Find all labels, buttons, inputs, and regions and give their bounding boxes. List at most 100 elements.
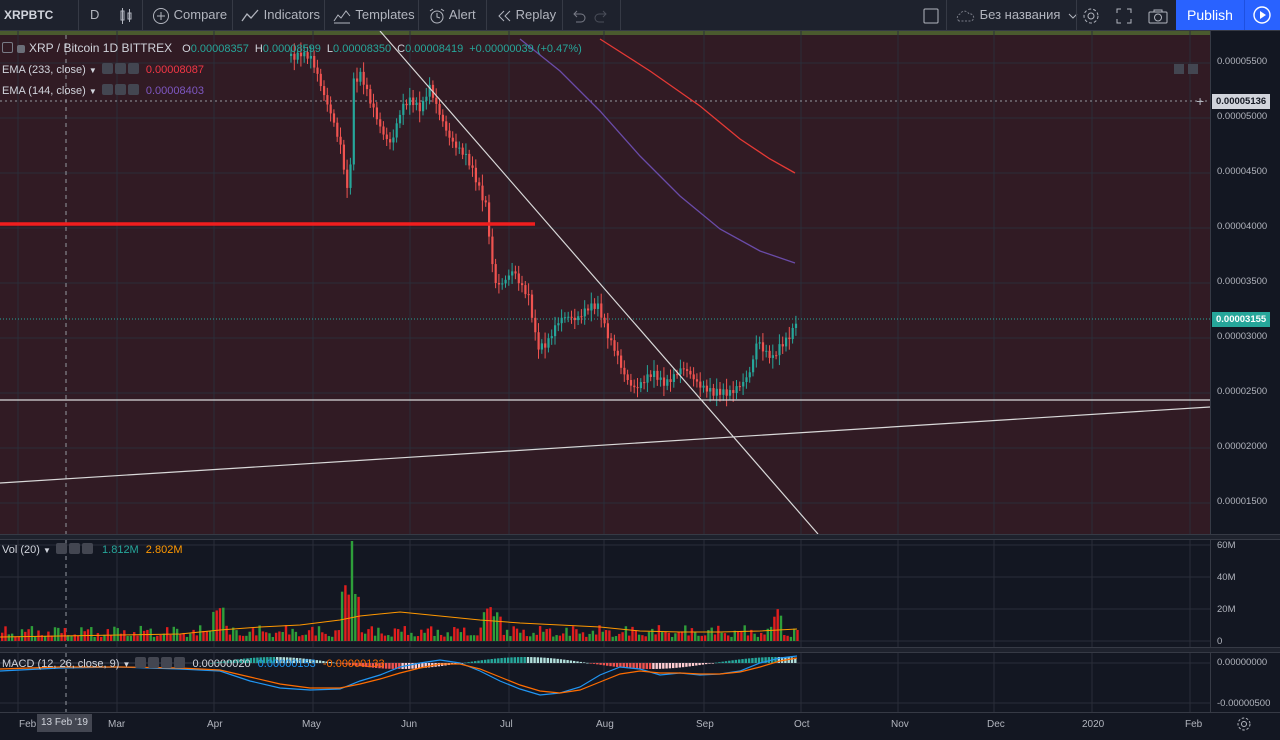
- volume-bar: [555, 635, 558, 641]
- chevron-down-icon[interactable]: ▼: [88, 87, 97, 96]
- macd-histogram-bar: [787, 657, 790, 663]
- price-axis[interactable]: 0.00005500 0.00005000 0.00004500 0.00004…: [1210, 31, 1280, 534]
- collapse-icon[interactable]: [2, 42, 13, 53]
- macd-histogram-bar: [417, 663, 421, 669]
- candle-body: [540, 343, 543, 350]
- volume-bar: [459, 632, 463, 641]
- chart-style-button[interactable]: [118, 0, 134, 30]
- scroll-down-icon[interactable]: [1174, 64, 1184, 74]
- ema-233-value: 0.00008087: [145, 64, 204, 76]
- volume-bar: [278, 631, 281, 641]
- macd-histogram-bar: [559, 659, 563, 663]
- macd-histogram-bar: [790, 657, 794, 663]
- fullscreen-square-button[interactable]: [922, 0, 940, 30]
- volume-pane[interactable]: [0, 540, 1210, 647]
- macd-histogram-bar: [526, 657, 530, 663]
- ohlc-o-value: 0.00008357: [190, 43, 249, 55]
- publish-button[interactable]: Publish: [1176, 0, 1244, 30]
- volume-bar: [733, 630, 736, 641]
- axis-settings-button[interactable]: [1236, 716, 1252, 737]
- layout-name-button[interactable]: Без названия: [954, 0, 1078, 30]
- gear-icon[interactable]: [148, 657, 160, 668]
- indicators-button[interactable]: Indicators: [240, 0, 320, 30]
- candle-body: [587, 308, 590, 311]
- macd-histogram-bar: [223, 661, 226, 663]
- candle-body: [656, 370, 659, 380]
- fullscreen-button[interactable]: [1116, 0, 1132, 30]
- macd-axis[interactable]: 0.00000000 -0.00000500: [1210, 653, 1280, 712]
- macd-histogram-bar: [378, 663, 381, 669]
- close-icon[interactable]: [174, 657, 186, 668]
- candle-body: [593, 303, 596, 309]
- macd-pane[interactable]: [0, 653, 1210, 712]
- gear-icon[interactable]: [114, 84, 126, 95]
- undo-button[interactable]: [570, 0, 586, 30]
- candle-body: [669, 379, 672, 383]
- alarm-clock-icon: [429, 8, 445, 24]
- chevron-down-icon[interactable]: ▼: [88, 66, 97, 75]
- eye-icon[interactable]: [55, 543, 67, 554]
- compare-button[interactable]: Compare: [152, 0, 227, 30]
- crosshair-plus-icon[interactable]: +: [1196, 93, 1205, 109]
- settings-button[interactable]: [1082, 0, 1100, 30]
- ohlc-c-value: 0.00008419: [405, 43, 464, 55]
- snapshot-button[interactable]: [1148, 0, 1168, 30]
- play-button[interactable]: [1244, 0, 1280, 30]
- volume-bar: [261, 631, 265, 641]
- candle-body: [735, 386, 738, 393]
- alert-button[interactable]: Alert: [428, 0, 476, 30]
- macd-histogram-bar: [233, 659, 236, 663]
- chevron-down-icon[interactable]: ▼: [122, 660, 131, 669]
- macd-histogram-bar: [734, 659, 738, 663]
- volume-bar: [796, 629, 799, 641]
- volume-bar: [575, 629, 578, 641]
- volume-bar: [677, 632, 680, 641]
- candle-body: [738, 386, 741, 388]
- pane-separator[interactable]: [0, 647, 1280, 653]
- volume-bar: [152, 636, 156, 641]
- chevron-down-icon[interactable]: ▼: [42, 546, 51, 555]
- redo-button[interactable]: [594, 0, 610, 30]
- eye-icon[interactable]: [101, 63, 113, 74]
- candle-body: [748, 372, 751, 378]
- redo-icon: [594, 10, 607, 23]
- close-icon[interactable]: [127, 63, 139, 74]
- macd-histogram-bar: [582, 662, 586, 663]
- volume-bar: [746, 635, 750, 641]
- macd-histogram-bar: [751, 658, 754, 663]
- last-price-label: 0.00003155: [1212, 312, 1271, 327]
- candle-body: [428, 84, 431, 97]
- candle-body: [359, 71, 362, 82]
- scroll-up-icon[interactable]: [1188, 64, 1198, 74]
- macd-histogram-bar: [520, 657, 523, 663]
- volume-bar: [740, 630, 743, 641]
- gear-icon[interactable]: [114, 63, 126, 74]
- interval-button[interactable]: D: [90, 7, 100, 22]
- braces-icon[interactable]: [161, 657, 173, 668]
- volume-bar: [241, 635, 245, 641]
- time-axis[interactable]: [0, 712, 1280, 740]
- volume-axis[interactable]: 60M 40M 20M 0: [1210, 540, 1280, 647]
- volume-bar: [730, 636, 733, 641]
- close-icon[interactable]: [81, 543, 93, 554]
- volume-bar: [185, 636, 189, 641]
- macd-histogram-bar: [368, 663, 371, 668]
- close-icon[interactable]: [127, 84, 139, 95]
- eye-icon[interactable]: [101, 84, 113, 95]
- candle-body: [567, 316, 570, 318]
- candle-body: [303, 52, 306, 57]
- symbol-search[interactable]: XRPBTC: [4, 8, 54, 22]
- macd-histogram-bar: [632, 663, 635, 669]
- eye-icon[interactable]: [135, 657, 147, 668]
- volume-bar: [298, 636, 301, 641]
- volume-bar: [103, 634, 106, 641]
- gear-icon[interactable]: [68, 543, 80, 554]
- templates-button[interactable]: Templates: [332, 0, 415, 30]
- volume-bar: [707, 630, 710, 641]
- pane-separator[interactable]: [0, 534, 1280, 540]
- price-chart-pane[interactable]: [0, 31, 1210, 534]
- replay-button[interactable]: Replay: [496, 0, 556, 30]
- macd-histogram-bar: [592, 663, 596, 664]
- macd-histogram-bar: [718, 662, 721, 663]
- volume-bar: [519, 632, 522, 641]
